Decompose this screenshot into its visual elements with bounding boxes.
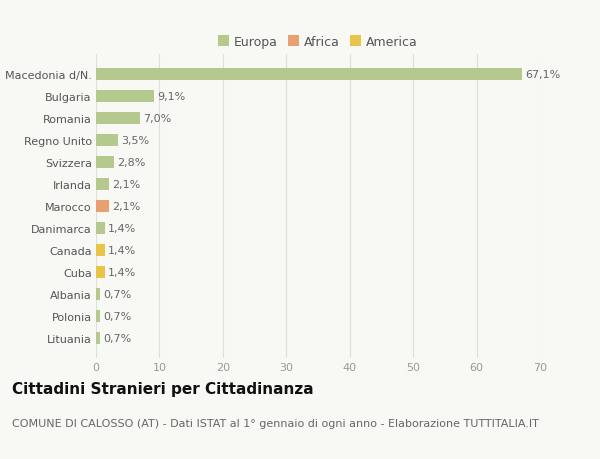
Text: Cittadini Stranieri per Cittadinanza: Cittadini Stranieri per Cittadinanza: [12, 381, 314, 396]
Text: 1,4%: 1,4%: [108, 224, 136, 234]
Text: 0,7%: 0,7%: [104, 333, 132, 343]
Text: 0,7%: 0,7%: [104, 289, 132, 299]
Text: 1,4%: 1,4%: [108, 246, 136, 255]
Text: COMUNE DI CALOSSO (AT) - Dati ISTAT al 1° gennaio di ogni anno - Elaborazione TU: COMUNE DI CALOSSO (AT) - Dati ISTAT al 1…: [12, 418, 539, 428]
Bar: [96, 179, 109, 190]
Text: 0,7%: 0,7%: [104, 311, 132, 321]
Bar: [96, 113, 140, 125]
Bar: [96, 201, 109, 213]
Text: 2,8%: 2,8%: [117, 158, 145, 168]
Bar: [96, 134, 118, 147]
Text: 2,1%: 2,1%: [112, 202, 141, 212]
Bar: [96, 310, 100, 322]
Bar: [96, 288, 100, 300]
Text: 9,1%: 9,1%: [157, 92, 185, 102]
Bar: [96, 244, 105, 257]
Text: 1,4%: 1,4%: [108, 268, 136, 277]
Bar: [96, 69, 521, 81]
Text: 2,1%: 2,1%: [112, 179, 141, 190]
Bar: [96, 91, 154, 103]
Legend: Europa, Africa, America: Europa, Africa, America: [213, 31, 423, 54]
Bar: [96, 332, 100, 344]
Text: 7,0%: 7,0%: [143, 114, 172, 124]
Bar: [96, 157, 114, 169]
Text: 3,5%: 3,5%: [121, 136, 149, 146]
Bar: [96, 266, 105, 279]
Bar: [96, 223, 105, 235]
Text: 67,1%: 67,1%: [525, 70, 560, 80]
